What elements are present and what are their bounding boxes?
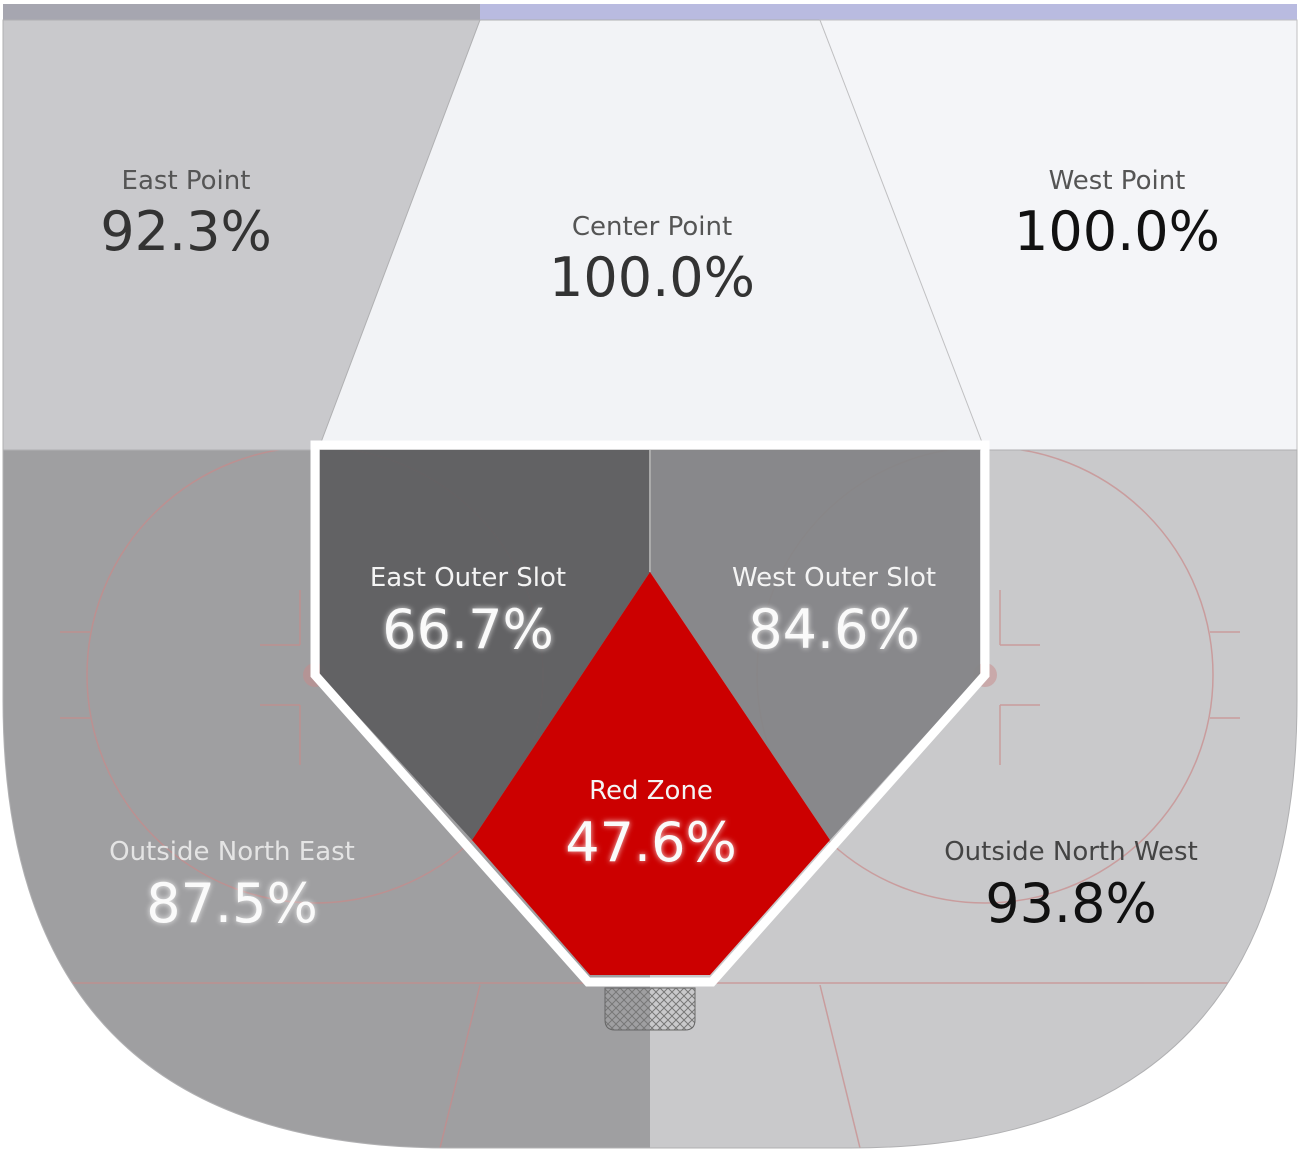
zone-label: East Point [122,166,251,196]
west-outer-slot-zone [650,450,980,840]
zone-label: Center Point [572,212,732,242]
zone-label: East Outer Slot [370,563,566,593]
goal-net [604,987,696,1031]
rink-outline [2,449,1298,1149]
zone-value: 66.7% [382,598,554,661]
top-strip-left [3,4,480,20]
zone-value: 100.0% [1014,200,1220,263]
zone-label: Red Zone [589,776,713,806]
zone-label: West Outer Slot [732,563,936,593]
zone-value: 47.6% [565,811,737,874]
zone-value: 92.3% [100,200,272,263]
slot-outline [310,440,990,987]
east-outer-slot-zone [320,450,650,840]
zone-value: 84.6% [748,598,920,661]
zone-label: Outside North East [109,837,355,867]
zone-value: 87.5% [146,872,318,935]
red-zone [472,572,830,975]
zone-value: 93.8% [985,872,1157,935]
zone-label: West Point [1049,166,1186,196]
zone-value: 100.0% [549,246,755,309]
zone-label: Outside North West [944,837,1198,867]
